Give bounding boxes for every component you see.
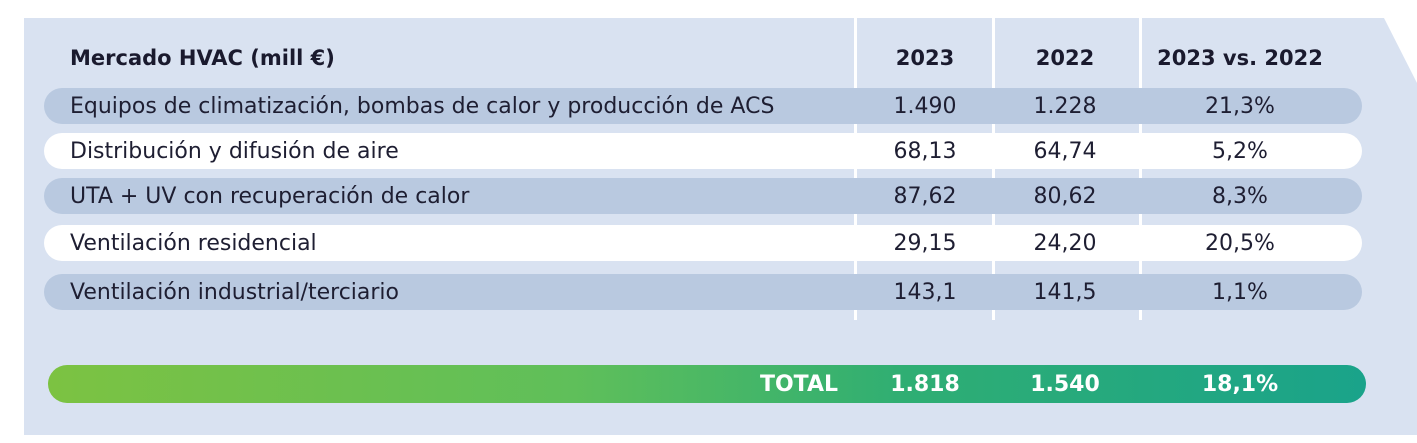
- table-row: Ventilación residencial 29,15 24,20 20,5…: [44, 225, 1362, 261]
- row-variation: 20,5%: [1205, 230, 1275, 256]
- row-name: Equipos de climatización, bombas de calo…: [70, 93, 775, 119]
- table-row: Equipos de climatización, bombas de calo…: [44, 88, 1362, 124]
- header-2022: 2022: [1035, 46, 1095, 70]
- total-row: TOTAL 1.818 1.540 18,1%: [48, 365, 1366, 403]
- row-name: Ventilación industrial/terciario: [70, 279, 400, 305]
- row-2023-value: 29,15: [893, 230, 957, 256]
- header-variation: 2023 vs. 2022: [1157, 46, 1323, 70]
- row-variation: 21,3%: [1205, 93, 1275, 119]
- row-variation: 8,3%: [1212, 183, 1268, 209]
- table-row: Ventilación industrial/terciario 143,1 1…: [44, 274, 1362, 310]
- row-2023-value: 1.490: [893, 93, 957, 119]
- row-variation: 1,1%: [1212, 279, 1268, 305]
- column-divider-variation: [1139, 18, 1142, 320]
- header-market: Mercado HVAC (mill €): [70, 46, 335, 70]
- table-row: Distribución y difusión de aire 68,13 64…: [44, 133, 1362, 169]
- total-2023-value: 1.818: [890, 371, 960, 397]
- row-2022-value: 64,74: [1033, 138, 1097, 164]
- table-header: Mercado HVAC (mill €) 2023 2022 2023 vs.…: [70, 36, 1370, 80]
- row-2023-value: 87,62: [893, 183, 957, 209]
- table-row: UTA + UV con recuperación de calor 87,62…: [44, 178, 1362, 214]
- row-2022-value: 80,62: [1033, 183, 1097, 209]
- row-name: Distribución y difusión de aire: [70, 138, 399, 164]
- total-label: TOTAL: [759, 371, 838, 397]
- row-2022-value: 1.228: [1033, 93, 1097, 119]
- row-2022-value: 141,5: [1033, 279, 1097, 305]
- row-variation: 5,2%: [1212, 138, 1268, 164]
- column-divider-2022: [992, 18, 995, 320]
- row-2022-value: 24,20: [1033, 230, 1097, 256]
- total-variation: 18,1%: [1201, 371, 1279, 397]
- row-name: UTA + UV con recuperación de calor: [70, 183, 470, 209]
- total-2022-value: 1.540: [1030, 371, 1100, 397]
- row-name: Ventilación residencial: [70, 230, 317, 256]
- row-2023-value: 143,1: [893, 279, 957, 305]
- row-2023-value: 68,13: [893, 138, 957, 164]
- header-2023: 2023: [895, 46, 955, 70]
- column-divider-2023: [854, 18, 857, 320]
